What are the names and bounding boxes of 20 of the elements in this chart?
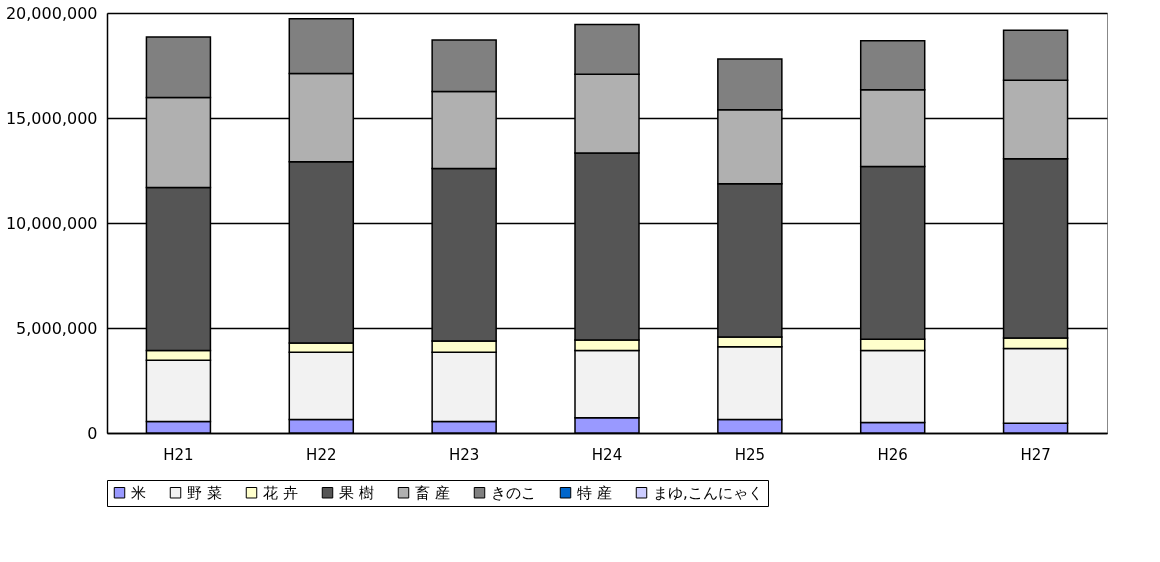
x-tick-label: H22 [306, 445, 337, 464]
y-tick-label: 20,000,000 [5, 3, 98, 23]
y-tick-label: 10,000,000 [5, 213, 98, 233]
y-tick-label: 0 [87, 423, 98, 443]
x-tick-label: H27 [1020, 445, 1051, 464]
x-tick-label: H21 [163, 445, 194, 464]
legend-label: まゆ,こんにゃく [653, 483, 763, 502]
legend-label: 特 産 [577, 483, 612, 502]
legend-label: 畜 産 [415, 483, 450, 502]
y-tick-label: 15,000,000 [5, 108, 98, 128]
legend-label: 野 菜 [187, 483, 222, 502]
x-tick-label: H23 [448, 445, 480, 464]
x-tick-label: H24 [591, 445, 623, 464]
legend-label: 米 [131, 483, 146, 502]
x-tick-label: H26 [877, 445, 908, 464]
legend-label: きのこ [491, 483, 536, 502]
legend-label: 果 樹 [339, 483, 374, 502]
x-tick-label: H25 [734, 445, 766, 464]
legend-label: 花 卉 [263, 483, 298, 502]
y-tick-label: 5,000,000 [16, 318, 98, 338]
